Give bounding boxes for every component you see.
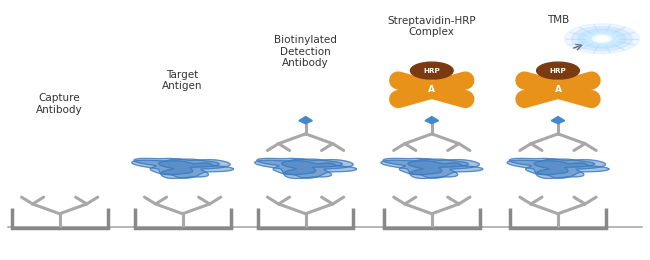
Text: Target
Antigen: Target Antigen (162, 70, 203, 92)
Polygon shape (255, 159, 353, 178)
Text: HRP: HRP (423, 68, 440, 74)
Circle shape (578, 29, 626, 48)
Polygon shape (425, 116, 439, 124)
Circle shape (595, 36, 608, 41)
Polygon shape (510, 158, 595, 175)
Circle shape (537, 62, 579, 79)
Polygon shape (534, 161, 609, 178)
Polygon shape (507, 159, 606, 178)
Polygon shape (159, 161, 233, 178)
Polygon shape (134, 158, 219, 175)
Text: A: A (428, 85, 436, 94)
Text: A: A (554, 85, 562, 94)
Polygon shape (551, 116, 565, 124)
Polygon shape (132, 159, 230, 178)
Circle shape (410, 62, 453, 79)
Circle shape (592, 35, 612, 43)
Polygon shape (257, 158, 343, 175)
Circle shape (585, 32, 619, 46)
Polygon shape (408, 161, 483, 178)
Text: Streptavidin-HRP
Complex: Streptavidin-HRP Complex (387, 16, 476, 37)
Text: HRP: HRP (550, 68, 566, 74)
Text: TMB: TMB (547, 15, 569, 24)
Circle shape (571, 27, 632, 51)
Circle shape (564, 24, 640, 54)
Text: Biotinylated
Detection
Antibody: Biotinylated Detection Antibody (274, 35, 337, 68)
Polygon shape (281, 161, 357, 178)
Polygon shape (381, 159, 480, 178)
Polygon shape (383, 158, 469, 175)
Text: Capture
Antibody: Capture Antibody (36, 93, 83, 115)
Polygon shape (299, 116, 312, 124)
